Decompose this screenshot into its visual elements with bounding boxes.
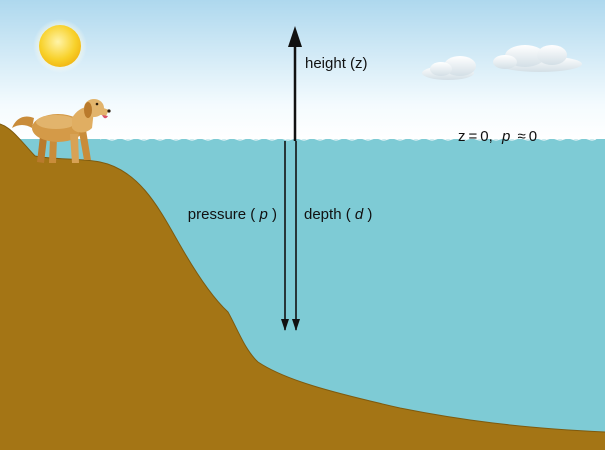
dog-icon xyxy=(12,99,111,163)
depth-label: depth ( d ) xyxy=(304,206,372,223)
pressure-label: pressure ( p ) xyxy=(188,206,277,223)
surface-p-var: p xyxy=(501,128,510,145)
surface-z-equals: z = 0, xyxy=(458,128,493,145)
sky xyxy=(0,0,605,140)
depth-prefix: depth ( xyxy=(304,206,351,223)
water-surface-ripples xyxy=(99,137,597,141)
ground xyxy=(0,124,605,450)
surface-condition-label: z = 0, p ≈ 0 xyxy=(458,128,537,145)
pressure-var: p xyxy=(258,206,267,223)
sun-icon xyxy=(33,19,87,73)
height-arrowhead xyxy=(288,26,302,47)
pressure-prefix: pressure ( xyxy=(188,206,256,223)
depth-suffix: ) xyxy=(367,206,372,223)
depth-var: d xyxy=(355,206,364,223)
pressure-suffix: ) xyxy=(272,206,277,223)
cloud-icon xyxy=(422,45,582,80)
ground-edge xyxy=(0,123,605,433)
surface-p-approx: ≈ 0 xyxy=(514,128,537,145)
height-label: height (z) xyxy=(305,55,368,72)
